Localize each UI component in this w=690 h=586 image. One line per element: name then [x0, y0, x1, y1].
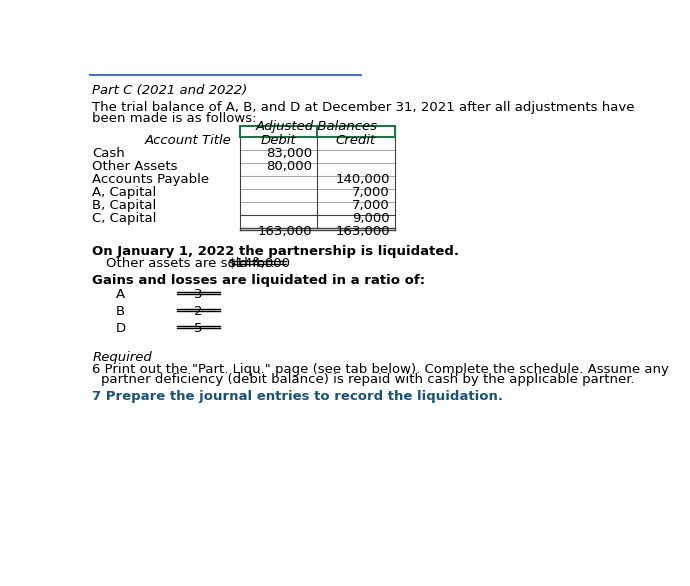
Text: Gains and losses are liquidated in a ratio of:: Gains and losses are liquidated in a rat… — [92, 274, 426, 287]
Text: Other assets are sold for:: Other assets are sold for: — [106, 257, 274, 270]
Text: D: D — [116, 322, 126, 335]
Text: 9,000: 9,000 — [353, 212, 390, 225]
Text: Credit: Credit — [336, 134, 376, 147]
Text: A: A — [116, 288, 125, 301]
Text: C, Capital: C, Capital — [92, 212, 157, 225]
Text: Other Assets: Other Assets — [92, 159, 178, 173]
Text: B: B — [116, 305, 125, 318]
Text: $144,000: $144,000 — [228, 257, 290, 270]
Text: Account Title: Account Title — [145, 134, 232, 147]
Text: On January 1, 2022 the partnership is liquidated.: On January 1, 2022 the partnership is li… — [92, 245, 460, 258]
Text: 7,000: 7,000 — [353, 199, 390, 212]
Text: Adjusted Balances: Adjusted Balances — [256, 120, 378, 132]
Text: 5: 5 — [195, 322, 203, 335]
Text: 163,000: 163,000 — [335, 225, 390, 238]
Text: partner deficiency (debit balance) is repaid with cash by the applicable partner: partner deficiency (debit balance) is re… — [101, 373, 635, 386]
Text: The trial balance of A, B, and D at December 31, 2021 after all adjustments have: The trial balance of A, B, and D at Dece… — [92, 101, 635, 114]
Text: Debit: Debit — [261, 134, 296, 147]
Text: 80,000: 80,000 — [266, 159, 313, 173]
Text: Accounts Payable: Accounts Payable — [92, 173, 210, 186]
Text: 3: 3 — [195, 288, 203, 301]
Text: 140,000: 140,000 — [335, 173, 390, 186]
Text: 2: 2 — [195, 305, 203, 318]
Text: Part C (2021 and 2022): Part C (2021 and 2022) — [92, 84, 248, 97]
Text: 83,000: 83,000 — [266, 146, 313, 159]
Text: 7 Prepare the journal entries to record the liquidation.: 7 Prepare the journal entries to record … — [92, 390, 504, 403]
Text: 6 Print out the "Part. Liqu." page (see tab below). Complete the schedule. Assum: 6 Print out the "Part. Liqu." page (see … — [92, 363, 669, 376]
Text: B, Capital: B, Capital — [92, 199, 157, 212]
Text: been made is as follows:: been made is as follows: — [92, 112, 257, 125]
Text: 163,000: 163,000 — [258, 225, 313, 238]
Text: Required: Required — [92, 352, 152, 364]
Text: 7,000: 7,000 — [353, 186, 390, 199]
Text: A, Capital: A, Capital — [92, 186, 157, 199]
Text: Cash: Cash — [92, 146, 125, 159]
Bar — [239, 126, 395, 137]
